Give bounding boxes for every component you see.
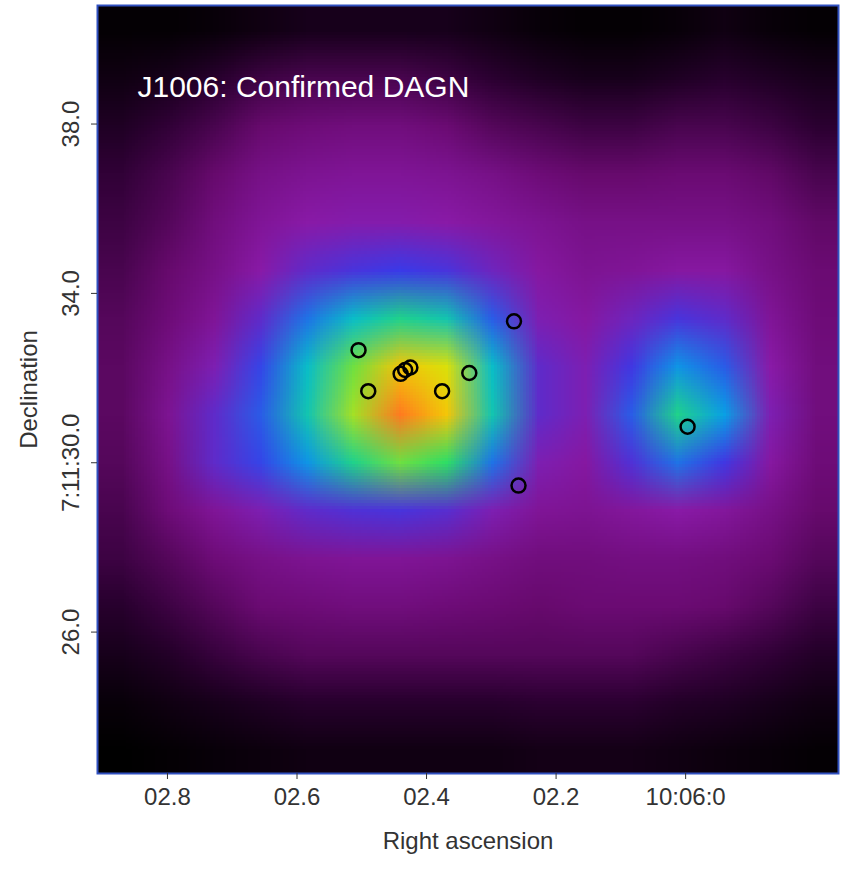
svg-text:J1006: Confirmed DAGN: J1006: Confirmed DAGN: [138, 70, 470, 103]
svg-text:02.6: 02.6: [274, 783, 321, 810]
svg-text:38.0: 38.0: [57, 101, 84, 148]
svg-text:Right ascension: Right ascension: [383, 827, 554, 854]
svg-text:10:06:0: 10:06:0: [646, 783, 726, 810]
svg-text:7:11:30.0: 7:11:30.0: [57, 414, 84, 512]
svg-text:26.0: 26.0: [57, 609, 84, 656]
svg-text:Declination: Declination: [15, 330, 42, 449]
svg-text:02.4: 02.4: [403, 783, 450, 810]
svg-text:02.8: 02.8: [144, 783, 191, 810]
svg-text:34.0: 34.0: [57, 270, 84, 317]
svg-text:02.2: 02.2: [533, 783, 580, 810]
